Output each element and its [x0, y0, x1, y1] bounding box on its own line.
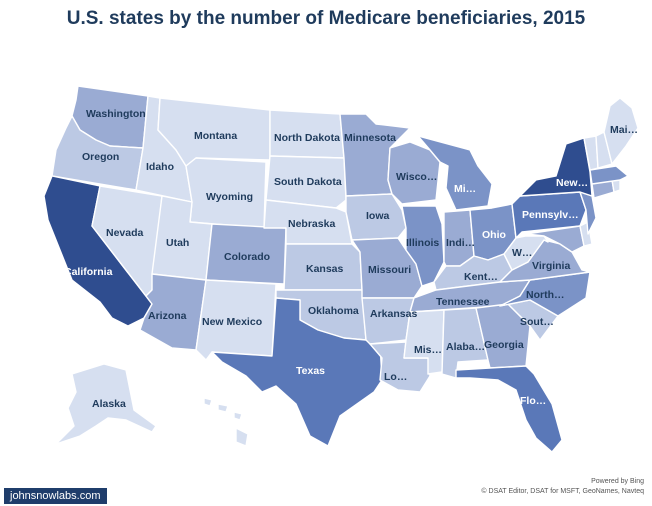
state-south-dakota[interactable]	[265, 155, 347, 209]
map-title: U.S. states by the number of Medicare be…	[66, 8, 586, 29]
label-tennessee: Tennessee	[436, 296, 490, 308]
label-illinois: Illinois	[406, 237, 439, 249]
label-ohio: Ohio	[482, 229, 506, 241]
label-wyoming: Wyoming	[206, 191, 253, 203]
label-west-virginia: W…	[512, 247, 532, 259]
label-colorado: Colorado	[224, 251, 270, 263]
label-wisconsin: Wisco…	[396, 171, 437, 183]
label-indiana: Indi…	[446, 237, 475, 249]
label-new-york: New…	[556, 177, 588, 189]
state-alaska[interactable]	[55, 363, 157, 445]
label-washington: Washington	[86, 108, 146, 120]
state-maine[interactable]	[603, 97, 639, 165]
state-illinois[interactable]	[401, 205, 445, 287]
label-california: California	[64, 266, 113, 278]
label-virginia: Virginia	[532, 260, 570, 272]
label-oregon: Oregon	[82, 151, 119, 163]
label-minnesota: Minnesota	[344, 132, 396, 144]
label-kentucky: Kent…	[464, 271, 498, 283]
label-nevada: Nevada	[106, 227, 144, 239]
label-new-mexico: New Mexico	[202, 316, 262, 328]
label-arizona: Arizona	[148, 310, 187, 322]
state-hawaii[interactable]	[203, 397, 249, 447]
label-maine: Mai…	[610, 124, 638, 136]
label-texas: Texas	[296, 365, 325, 377]
label-idaho: Idaho	[146, 161, 174, 173]
label-iowa: Iowa	[366, 210, 389, 222]
label-pennsylvania: Pennsylv…	[522, 209, 579, 221]
label-utah: Utah	[166, 237, 189, 249]
label-south-carolina: Sout…	[520, 316, 554, 328]
credit-powered-by: Powered by Bing	[591, 478, 644, 485]
label-north-dakota: North Dakota	[274, 132, 340, 144]
label-alaska: Alaska	[92, 398, 126, 410]
label-louisiana: Lo…	[384, 371, 407, 383]
brand-badge[interactable]: johnsnowlabs.com	[4, 488, 107, 504]
label-michigan: Mi…	[454, 183, 476, 195]
credit-sources: © DSAT Editor, DSAT for MSFT, GeoNames, …	[481, 488, 644, 495]
state-massachusetts[interactable]	[589, 165, 629, 185]
state-rhode-island[interactable]	[611, 179, 621, 193]
state-west-virginia[interactable]	[503, 235, 549, 271]
state-michigan[interactable]	[417, 135, 493, 211]
label-oklahoma: Oklahoma	[308, 305, 359, 317]
state-texas[interactable]	[211, 297, 383, 447]
label-kansas: Kansas	[306, 263, 344, 275]
state-florida[interactable]	[455, 365, 563, 453]
state-missouri[interactable]	[351, 237, 423, 299]
state-wisconsin[interactable]	[387, 141, 441, 205]
label-georgia: Georgia	[484, 339, 524, 351]
label-missouri: Missouri	[368, 264, 411, 276]
label-north-carolina: North…	[526, 289, 565, 301]
label-alabama: Alaba…	[446, 341, 485, 353]
label-arkansas: Arkansas	[370, 308, 417, 320]
label-montana: Montana	[194, 130, 237, 142]
state-iowa[interactable]	[345, 193, 407, 241]
label-florida: Flo…	[520, 395, 546, 407]
label-nebraska: Nebraska	[288, 218, 335, 230]
label-mississippi: Mis…	[414, 344, 442, 356]
state-labels: Washington Oregon California Nevada Idah…	[64, 108, 638, 410]
label-south-dakota: South Dakota	[274, 176, 342, 188]
